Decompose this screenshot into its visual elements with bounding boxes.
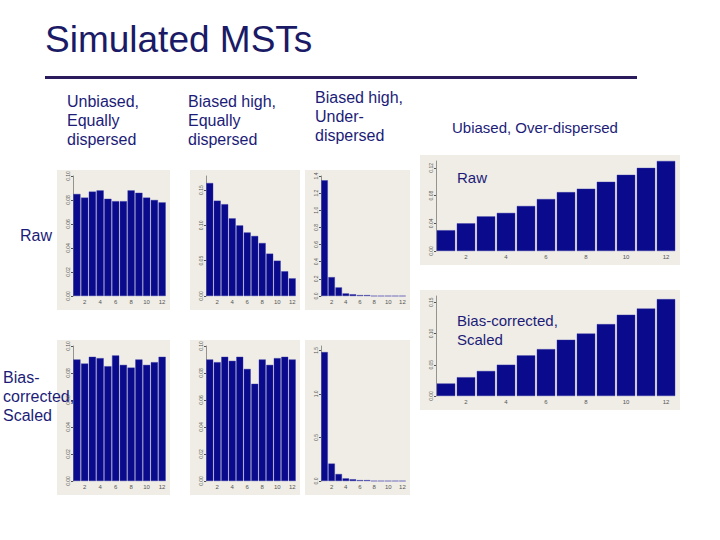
svg-text:0.04: 0.04 (198, 422, 204, 432)
svg-text:0.2: 0.2 (313, 275, 319, 282)
svg-text:0.10: 0.10 (428, 328, 434, 338)
svg-text:10: 10 (385, 299, 392, 305)
svg-text:10: 10 (623, 254, 630, 260)
svg-text:0.05: 0.05 (198, 256, 204, 266)
svg-text:12: 12 (663, 399, 670, 405)
svg-text:2: 2 (83, 299, 87, 305)
svg-text:0.12: 0.12 (428, 163, 434, 173)
svg-text:0.06: 0.06 (65, 395, 71, 405)
svg-text:0.08: 0.08 (428, 191, 434, 201)
svg-text:6: 6 (358, 299, 362, 305)
svg-text:0.10: 0.10 (198, 220, 204, 230)
svg-text:2: 2 (330, 299, 334, 305)
svg-text:12: 12 (159, 484, 166, 490)
svg-text:2: 2 (216, 484, 220, 490)
svg-text:2: 2 (464, 254, 468, 260)
svg-text:8: 8 (261, 484, 265, 490)
svg-text:0.10: 0.10 (198, 341, 204, 351)
svg-text:0.10: 0.10 (65, 171, 71, 181)
svg-text:0.08: 0.08 (65, 195, 71, 205)
svg-text:4: 4 (98, 299, 102, 305)
svg-text:4: 4 (504, 399, 508, 405)
svg-text:10: 10 (623, 399, 630, 405)
svg-text:0.02: 0.02 (65, 267, 71, 277)
svg-text:0.00: 0.00 (198, 291, 204, 301)
svg-text:0.06: 0.06 (65, 219, 71, 229)
svg-text:4: 4 (231, 484, 235, 490)
svg-text:0.08: 0.08 (198, 368, 204, 378)
svg-text:0.6: 0.6 (313, 241, 319, 248)
svg-text:6: 6 (544, 254, 548, 260)
svg-text:4: 4 (231, 299, 235, 305)
svg-text:0.4: 0.4 (313, 258, 319, 265)
svg-text:8: 8 (129, 484, 133, 490)
svg-text:10: 10 (143, 299, 150, 305)
svg-text:1.0: 1.0 (313, 207, 319, 214)
svg-text:0.02: 0.02 (198, 449, 204, 459)
svg-text:8: 8 (584, 254, 588, 260)
svg-text:8: 8 (129, 299, 133, 305)
svg-text:0.5: 0.5 (313, 434, 319, 441)
svg-text:2: 2 (216, 299, 220, 305)
svg-text:8: 8 (261, 299, 265, 305)
svg-text:12: 12 (399, 484, 406, 490)
svg-text:2: 2 (330, 484, 334, 490)
svg-text:4: 4 (98, 484, 102, 490)
svg-text:4: 4 (344, 484, 348, 490)
svg-text:8: 8 (372, 484, 376, 490)
svg-text:6: 6 (544, 399, 548, 405)
svg-text:0.00: 0.00 (428, 246, 434, 256)
svg-text:1.5: 1.5 (313, 347, 319, 354)
svg-text:0.0: 0.0 (313, 292, 319, 299)
svg-text:0.02: 0.02 (65, 449, 71, 459)
svg-text:0.0: 0.0 (313, 477, 319, 484)
svg-text:12: 12 (289, 299, 296, 305)
svg-text:10: 10 (274, 484, 281, 490)
svg-text:6: 6 (246, 299, 250, 305)
svg-text:12: 12 (289, 484, 296, 490)
svg-text:8: 8 (584, 399, 588, 405)
svg-text:1.2: 1.2 (313, 189, 319, 196)
svg-text:6: 6 (358, 484, 362, 490)
svg-text:6: 6 (114, 484, 118, 490)
svg-text:10: 10 (143, 484, 150, 490)
svg-text:6: 6 (114, 299, 118, 305)
svg-text:8: 8 (372, 299, 376, 305)
svg-text:10: 10 (385, 484, 392, 490)
svg-text:0.00: 0.00 (65, 476, 71, 486)
svg-text:12: 12 (399, 299, 406, 305)
svg-text:0.00: 0.00 (198, 476, 204, 486)
svg-text:0.05: 0.05 (428, 360, 434, 370)
svg-text:1.0: 1.0 (313, 390, 319, 397)
svg-text:0.00: 0.00 (65, 291, 71, 301)
svg-text:2: 2 (464, 399, 468, 405)
svg-text:0.8: 0.8 (313, 224, 319, 231)
svg-text:0.04: 0.04 (428, 218, 434, 228)
svg-text:0.04: 0.04 (65, 422, 71, 432)
svg-text:6: 6 (246, 484, 250, 490)
svg-text:2: 2 (83, 484, 87, 490)
svg-text:4: 4 (344, 299, 348, 305)
svg-text:0.15: 0.15 (428, 297, 434, 307)
svg-text:0.08: 0.08 (65, 368, 71, 378)
svg-text:10: 10 (274, 299, 281, 305)
svg-text:12: 12 (159, 299, 166, 305)
svg-text:4: 4 (504, 254, 508, 260)
svg-text:0.15: 0.15 (198, 185, 204, 195)
svg-text:12: 12 (663, 254, 670, 260)
svg-text:0.06: 0.06 (198, 395, 204, 405)
svg-text:0.04: 0.04 (65, 243, 71, 253)
svg-text:0.10: 0.10 (65, 341, 71, 351)
svg-text:0.00: 0.00 (428, 391, 434, 401)
svg-text:1.4: 1.4 (313, 172, 319, 179)
